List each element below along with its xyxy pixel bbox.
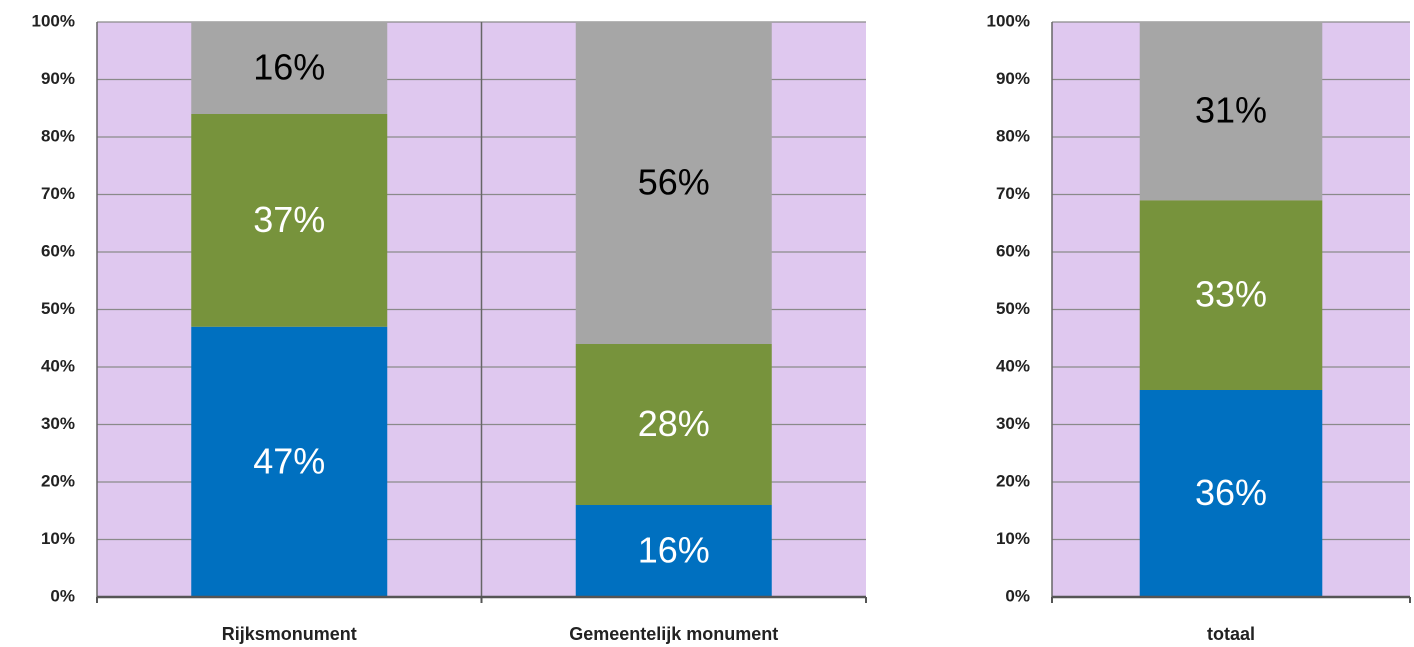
value-label: 31%: [1195, 90, 1267, 131]
y-tick-label: 50%: [41, 299, 75, 318]
bar-segment: [575, 22, 772, 344]
bar-segment: [191, 114, 388, 327]
y-tick-label: 40%: [996, 356, 1030, 375]
bar-segment: [575, 505, 772, 597]
y-tick-label: 80%: [996, 126, 1030, 145]
y-tick-label: 10%: [996, 529, 1030, 548]
y-tick-label: 30%: [41, 414, 75, 433]
y-tick-label: 20%: [41, 471, 75, 490]
y-tick-label: 80%: [41, 126, 75, 145]
y-tick-label: 50%: [996, 299, 1030, 318]
y-tick-label: 60%: [41, 241, 75, 260]
y-tick-label: 20%: [996, 471, 1030, 490]
bar-segment: [191, 22, 388, 114]
x-tick-label: Rijksmonument: [222, 624, 357, 644]
x-tick-label: totaal: [1207, 624, 1255, 644]
bar-segment: [575, 344, 772, 505]
value-label: 56%: [638, 162, 710, 203]
y-tick-label: 90%: [41, 69, 75, 88]
bar-segment: [1139, 390, 1323, 597]
value-label: 28%: [638, 403, 710, 444]
y-tick-label: 100%: [987, 11, 1030, 30]
y-tick-label: 10%: [41, 529, 75, 548]
y-tick-label: 0%: [1005, 586, 1030, 605]
bar-segment: [1139, 22, 1323, 201]
bar-segment: [191, 326, 388, 597]
value-label: 47%: [253, 440, 325, 481]
y-tick-label: 60%: [996, 241, 1030, 260]
value-label: 33%: [1195, 274, 1267, 315]
y-tick-label: 100%: [32, 11, 75, 30]
y-tick-label: 70%: [996, 184, 1030, 203]
y-tick-label: 30%: [996, 414, 1030, 433]
x-tick-label: Gemeentelijk monument: [569, 624, 778, 644]
value-label: 16%: [638, 530, 710, 571]
y-tick-label: 90%: [996, 69, 1030, 88]
y-tick-label: 70%: [41, 184, 75, 203]
value-label: 36%: [1195, 472, 1267, 513]
y-tick-label: 40%: [41, 356, 75, 375]
value-label: 37%: [253, 199, 325, 240]
bar-segment: [1139, 200, 1323, 390]
y-tick-label: 0%: [50, 586, 75, 605]
value-label: 16%: [253, 47, 325, 88]
